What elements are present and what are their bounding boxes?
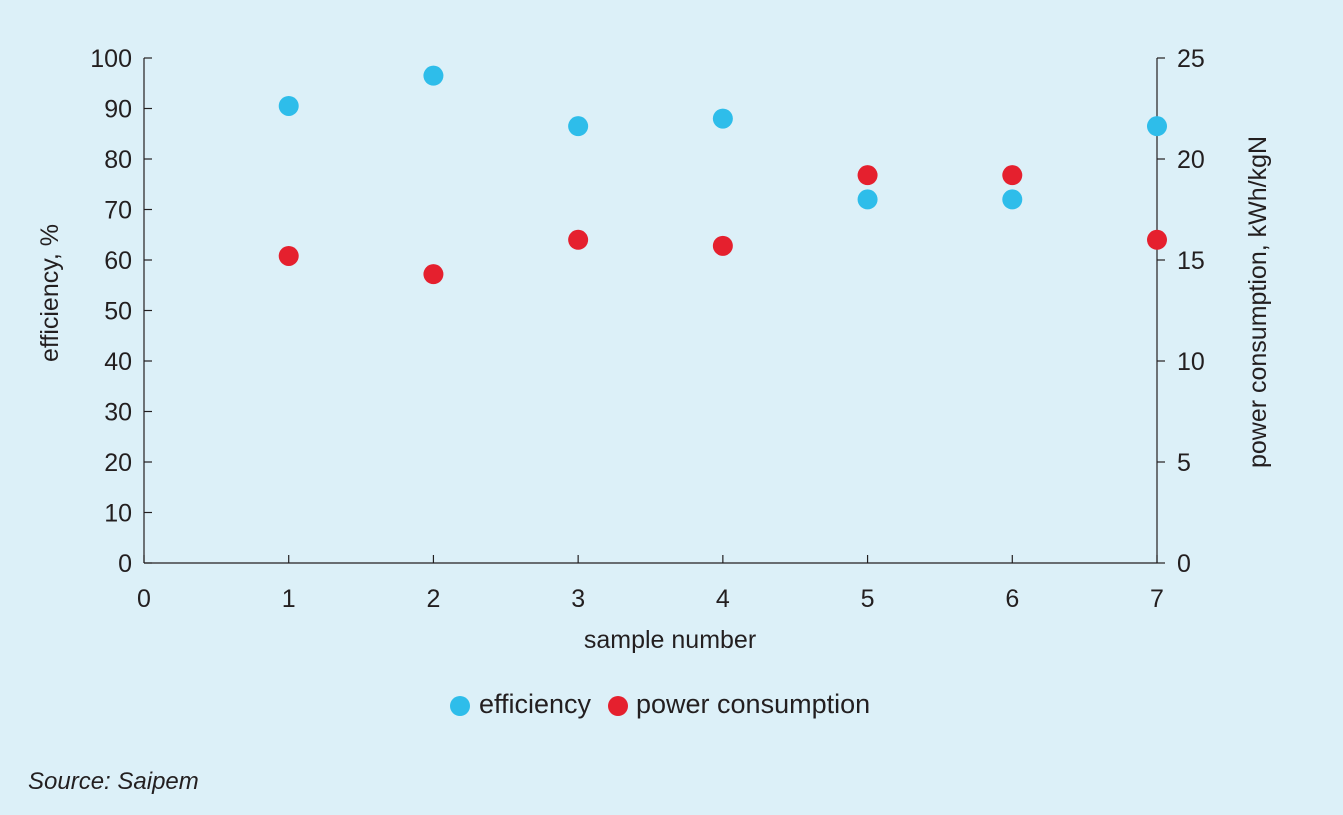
- point-efficiency: [712, 108, 733, 129]
- right-y-axis-title: power consumption, kWh/kgN: [1244, 136, 1272, 468]
- legend: efficiency power consumption: [450, 689, 870, 719]
- point-power-consumption: [712, 235, 733, 256]
- x-tick-label: 4: [716, 585, 730, 613]
- left-y-tick-label: 90: [104, 96, 132, 124]
- legend-label-power-consumption: power consumption: [636, 689, 870, 719]
- right-y-tick-label: 15: [1177, 247, 1205, 275]
- left-y-tick-label: 30: [104, 399, 132, 427]
- legend-marker-efficiency: [450, 696, 470, 716]
- point-efficiency: [857, 189, 878, 210]
- x-tick-label: 6: [1005, 585, 1019, 613]
- right-y-tick-label: 25: [1177, 45, 1205, 73]
- legend-marker-power-consumption: [608, 696, 628, 716]
- left-y-tick-label: 10: [104, 500, 132, 528]
- point-power-consumption: [857, 165, 878, 186]
- left-y-tick-label: 20: [104, 449, 132, 477]
- x-tick-label: 3: [571, 585, 585, 613]
- left-y-tick-label: 60: [104, 247, 132, 275]
- point-power-consumption: [1002, 165, 1023, 186]
- point-efficiency: [423, 65, 444, 86]
- x-tick-label: 2: [426, 585, 440, 613]
- right-y-tick-label: 0: [1177, 550, 1191, 578]
- point-power-consumption: [568, 229, 589, 250]
- x-tick-label: 1: [282, 585, 296, 613]
- x-tick-label: 5: [861, 585, 875, 613]
- left-y-tick-label: 80: [104, 146, 132, 174]
- point-power-consumption: [1147, 229, 1167, 250]
- left-y-tick-label: 40: [104, 348, 132, 376]
- axes: [143, 57, 1165, 564]
- left-y-tick-label: 50: [104, 298, 132, 326]
- data-points: [278, 65, 1167, 285]
- left-y-axis-title: efficiency, %: [36, 224, 64, 362]
- point-power-consumption: [278, 245, 299, 266]
- left-y-tick-label: 70: [104, 197, 132, 225]
- x-tick-label: 0: [137, 585, 151, 613]
- point-efficiency: [278, 95, 299, 116]
- source-note: Source: Saipem: [28, 768, 199, 795]
- point-efficiency: [568, 116, 589, 137]
- left-y-tick-label: 0: [118, 550, 132, 578]
- right-y-tick-label: 5: [1177, 449, 1191, 477]
- point-efficiency: [1147, 116, 1167, 137]
- x-tick-label: 7: [1150, 585, 1164, 613]
- point-efficiency: [1002, 189, 1023, 210]
- right-y-tick-label: 20: [1177, 146, 1205, 174]
- x-axis-title: sample number: [584, 626, 756, 654]
- legend-label-efficiency: efficiency: [479, 689, 592, 719]
- point-power-consumption: [423, 264, 444, 285]
- left-y-tick-label: 100: [90, 45, 132, 73]
- right-y-tick-label: 10: [1177, 348, 1205, 376]
